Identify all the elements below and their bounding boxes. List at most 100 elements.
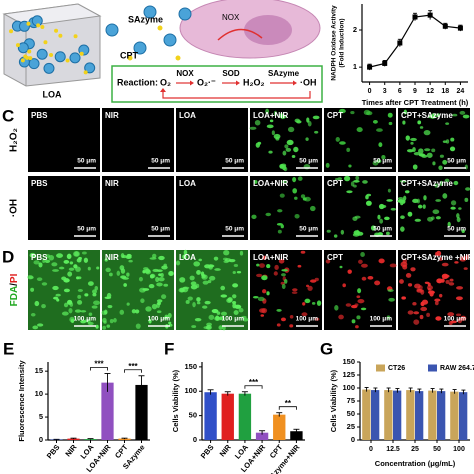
cell-spot xyxy=(305,137,309,141)
cell-spot xyxy=(404,190,410,194)
cell-spot xyxy=(442,159,448,165)
cell-spot xyxy=(218,325,223,330)
cell-spot xyxy=(261,275,268,281)
cell-spot xyxy=(360,251,365,257)
cell-spot xyxy=(325,259,331,264)
cell-spot xyxy=(461,229,465,233)
cell-spot xyxy=(338,108,346,114)
cell-spot xyxy=(348,164,352,168)
cell-spot xyxy=(265,212,272,217)
panel-letter: G xyxy=(320,339,333,358)
column-label: CPT xyxy=(327,179,343,188)
drug-dot xyxy=(49,52,54,57)
cell-spot xyxy=(312,115,320,120)
scale-bar-label: 50 μm xyxy=(299,226,318,233)
cell-spot xyxy=(294,118,301,123)
cell-spot xyxy=(277,229,282,234)
cell-spot xyxy=(282,150,287,156)
micrograph xyxy=(250,108,322,172)
cell-spot xyxy=(282,115,287,119)
cell-spot xyxy=(195,283,200,289)
cell-spot xyxy=(441,273,449,279)
y-axis-label: Cells Viability (%) xyxy=(171,369,180,432)
scale-bar-label: 100 μm xyxy=(222,316,245,323)
cell-spot xyxy=(152,268,160,272)
cell-spot xyxy=(61,311,69,316)
cell-spot xyxy=(33,260,40,265)
cell-spot xyxy=(434,298,441,302)
scale-bar-label: 50 μm xyxy=(225,226,244,233)
enzyme: SAzyme xyxy=(268,69,300,78)
cell-spot xyxy=(384,216,390,221)
marker xyxy=(397,40,403,46)
cell-spot xyxy=(426,285,433,291)
cell-spot xyxy=(438,293,443,298)
cell-spot xyxy=(281,179,288,184)
cell-spot xyxy=(273,133,281,139)
cell-spot xyxy=(236,271,242,274)
scale-bar-label: 50 μm xyxy=(77,226,96,233)
cell-spot xyxy=(126,302,130,306)
cell-spot xyxy=(307,120,312,127)
y-axis-label: NADPH Oxidase Activity xyxy=(331,5,338,81)
panel-letter: F xyxy=(164,339,174,358)
arrow-head xyxy=(160,88,166,92)
cell-spot xyxy=(107,304,113,309)
cell-spot xyxy=(378,142,383,148)
cell-spot xyxy=(407,310,414,315)
cell-spot xyxy=(439,154,444,158)
y-tick-label: 125 xyxy=(342,370,355,379)
y-tick-label: 0 xyxy=(39,435,43,444)
cell-spot xyxy=(51,262,58,267)
cell-spot xyxy=(339,265,343,269)
cell-spot xyxy=(156,302,161,309)
x-tick-label: 0 xyxy=(369,446,373,453)
cell-spot xyxy=(281,283,286,289)
drug-dot xyxy=(28,56,33,61)
cell-spot xyxy=(405,135,410,141)
panel-letter: D xyxy=(2,247,14,266)
cell-spot xyxy=(438,257,444,262)
cell-spot xyxy=(326,229,331,233)
y-tick-label: 100 xyxy=(184,386,197,395)
micrograph xyxy=(102,108,174,172)
micrograph xyxy=(176,176,248,240)
cell-spot xyxy=(82,251,87,255)
x-axis-label: Times after CPT Treatment (h) xyxy=(362,98,469,107)
cell-spot xyxy=(429,291,434,297)
y-tick-label: 150 xyxy=(342,357,355,366)
cell-spot xyxy=(410,137,417,142)
cell-spot xyxy=(92,293,97,297)
cell-spot xyxy=(377,232,384,237)
cell-spot xyxy=(450,320,457,324)
cell-spot xyxy=(388,297,395,302)
sazyme-particle xyxy=(69,52,81,64)
column-label: NIR xyxy=(105,253,119,262)
cell-spot xyxy=(208,264,214,270)
cell-spot xyxy=(254,119,261,126)
cell-spot xyxy=(27,275,34,280)
cell-spot xyxy=(183,249,188,256)
cell-spot xyxy=(182,254,187,260)
cell-spot xyxy=(123,283,127,287)
cell-spot xyxy=(200,271,205,277)
bar xyxy=(67,438,80,440)
legend-swatch xyxy=(376,364,385,372)
x-tick-label: 24 xyxy=(457,88,465,95)
cell-spot xyxy=(387,188,391,193)
cell-spot xyxy=(266,264,271,269)
cell-spot xyxy=(376,128,383,132)
cell-spot xyxy=(156,282,163,287)
cell-spot xyxy=(456,216,461,223)
cell-spot xyxy=(431,148,436,153)
cell-spot xyxy=(356,315,361,320)
cell-spot xyxy=(87,266,91,271)
drug-dot xyxy=(175,55,181,61)
cell-spot xyxy=(38,262,43,268)
cell-spot xyxy=(438,165,443,171)
column-label: PBS xyxy=(31,179,48,188)
column-label: LOA+NIR xyxy=(253,111,289,120)
nucleus xyxy=(244,15,292,45)
sazyme-particle xyxy=(17,42,29,54)
